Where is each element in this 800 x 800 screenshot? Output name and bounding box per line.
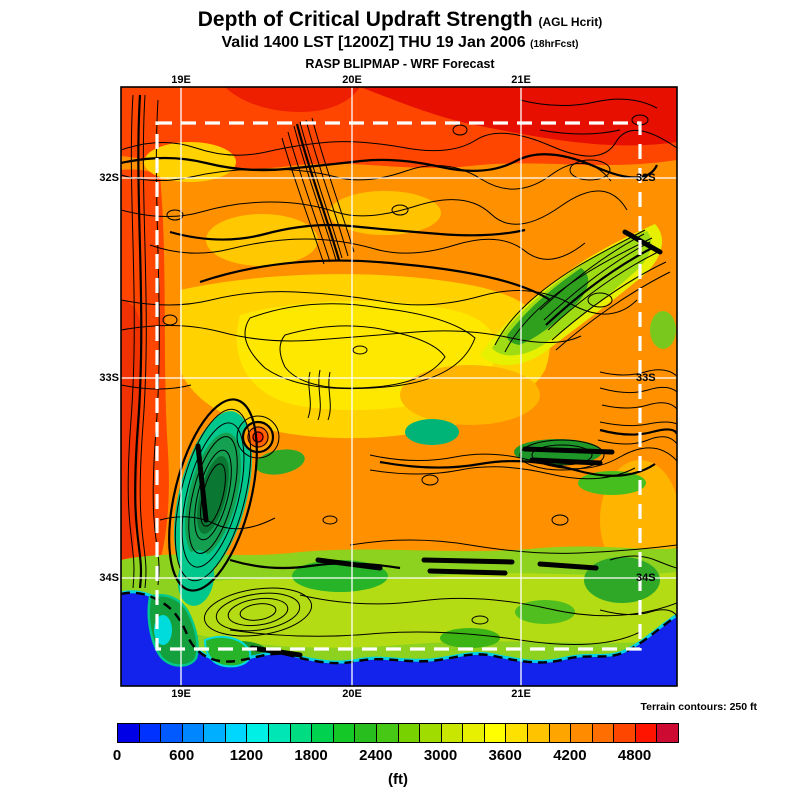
colorbar-segment xyxy=(204,724,226,742)
lat-tick-right-32s: 32S xyxy=(636,172,656,184)
coastline xyxy=(121,591,677,665)
title-suffix: (AGL Hcrit) xyxy=(538,15,603,29)
page-title: Depth of Critical Updraft Strength (AGL … xyxy=(0,8,800,32)
lon-tick-bottom-19e: 19E xyxy=(171,688,191,700)
colorbar-tick-label: 4200 xyxy=(553,747,587,764)
colorbar-segment xyxy=(506,724,528,742)
colorbar-segment xyxy=(484,724,507,742)
colorbar-segment xyxy=(571,724,593,742)
colorbar-tick-label: 0 xyxy=(112,747,122,764)
colorbar-segment xyxy=(376,724,399,742)
colorbar-segment xyxy=(333,724,356,742)
lat-tick-right-33s: 33S xyxy=(636,372,656,384)
colorbar-segment xyxy=(269,724,291,742)
colorbar-tick-label: 3000 xyxy=(423,747,458,764)
lon-tick-top-21e: 21E xyxy=(511,74,531,86)
colorbar-segment xyxy=(463,724,485,742)
colorbar-segment xyxy=(182,724,205,742)
terrain-contours xyxy=(121,94,677,645)
colorbar xyxy=(117,723,679,743)
lat-tick-left-34s: 34S xyxy=(99,572,119,584)
colorbar-segment xyxy=(139,724,162,742)
colorbar-ticks: 0 600 1200 1800 2400 3000 3600 4200 4800 xyxy=(0,747,800,767)
colorbar-segment xyxy=(592,724,615,742)
lon-tick-top-19e: 19E xyxy=(171,74,191,86)
colorbar-segment xyxy=(635,724,658,742)
colorbar-tick-label: 4800 xyxy=(617,747,652,764)
valid-time-text: Valid 1400 LST [1200Z] THU 19 Jan 2006 xyxy=(221,34,526,51)
colorbar-tick-label: 1200 xyxy=(229,747,264,764)
colorbar-segment xyxy=(398,724,421,742)
colorbar-segment xyxy=(614,724,636,742)
colorbar-segment xyxy=(441,724,464,742)
colorbar-tick-label: 600 xyxy=(169,747,195,764)
colorbar-tick-label: 1800 xyxy=(294,747,328,764)
map-frame xyxy=(120,86,678,687)
latlon-grid xyxy=(121,87,677,686)
valid-time-line: Valid 1400 LST [1200Z] THU 19 Jan 2006 (… xyxy=(0,34,800,52)
colorbar-segment xyxy=(527,724,550,742)
colorbar-segment xyxy=(657,724,679,742)
lon-tick-bottom-21e: 21E xyxy=(511,688,531,700)
colorbar-segment xyxy=(247,724,270,742)
domain-box xyxy=(155,121,642,651)
colorbar-segment xyxy=(312,724,334,742)
colorbar-segment xyxy=(355,724,377,742)
lon-tick-bottom-20e: 20E xyxy=(342,688,362,700)
lat-tick-right-34s: 34S xyxy=(636,572,656,584)
lat-tick-left-33s: 33S xyxy=(99,372,119,384)
colorbar-segment xyxy=(118,724,140,742)
colorbar-unit-label: (ft) xyxy=(388,771,408,788)
model-line: RASP BLIPMAP - WRF Forecast xyxy=(305,57,495,71)
forecast-hour-suffix: (18hrFcst) xyxy=(530,39,579,50)
colorbar-tick-label: 3600 xyxy=(488,747,522,764)
terrain-contours-note: Terrain contours: 250 ft xyxy=(640,701,758,713)
colorbar-tick-label: 2400 xyxy=(359,747,393,764)
colorbar-segment xyxy=(420,724,442,742)
title-text: Depth of Critical Updraft Strength xyxy=(197,8,533,31)
colorbar-segment xyxy=(549,724,572,742)
lat-tick-left-32s: 32S xyxy=(99,172,119,184)
colorbar-segment xyxy=(290,724,313,742)
colorbar-segment xyxy=(225,724,248,742)
lon-tick-top-20e: 20E xyxy=(342,74,362,86)
colorbar-segment xyxy=(161,724,183,742)
